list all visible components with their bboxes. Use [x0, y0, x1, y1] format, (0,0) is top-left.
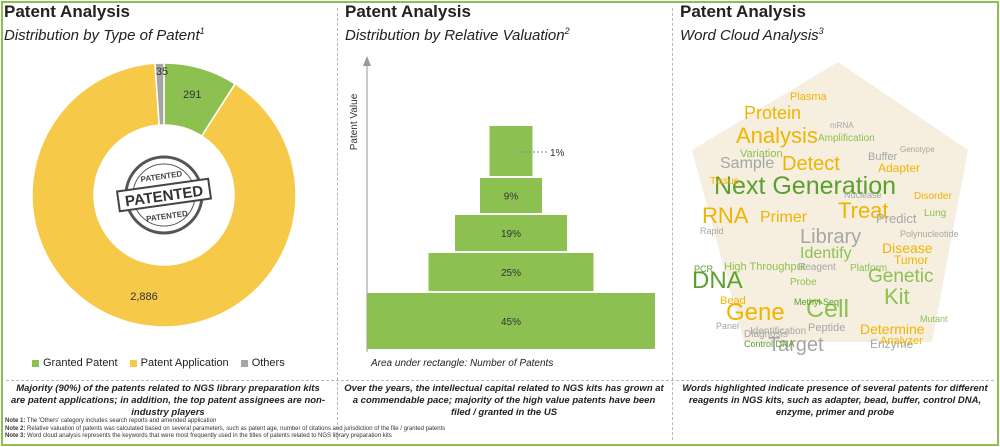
cloud-word: Diagnosis	[744, 329, 788, 340]
cloud-word: High Throughput	[724, 261, 806, 273]
cloud-word: Gene	[726, 299, 785, 326]
cloud-word: Analyzer	[880, 335, 923, 347]
pyramid-bar-label: 9%	[504, 192, 519, 203]
stamp-top-text: PATENTED	[140, 169, 183, 184]
label-application: 2,886	[130, 291, 158, 303]
stamp-bottom-text: PATENTED	[146, 209, 189, 224]
pyramid-bar	[367, 293, 655, 349]
summary-divider	[6, 380, 994, 381]
cloud-word: Bead	[720, 295, 746, 307]
cloud-word: mRNA	[830, 121, 854, 130]
y-axis-label: Patent Value	[349, 93, 360, 150]
cloud-word: DNA	[692, 267, 743, 294]
footnotes: Note 1: The 'Others' category includes s…	[5, 418, 995, 441]
pyramid-bar	[455, 215, 567, 251]
panel-subtitle: Distribution by Type of Patent1	[4, 26, 205, 44]
y-axis-arrow	[363, 56, 371, 66]
cloud-word: PCR	[694, 264, 714, 274]
legend-item-granted: Granted Patent	[32, 357, 118, 369]
pyramid-bar-label: 19%	[501, 229, 521, 240]
cloud-word: Control DNA	[744, 339, 795, 349]
cloud-word: Target	[768, 334, 824, 356]
panel-title: Patent Analysis	[4, 2, 130, 21]
cloud-word: Platform	[850, 263, 887, 274]
panel-subtitle: Distribution by Relative Valuation2	[345, 26, 570, 44]
cloud-word: Identification	[750, 326, 806, 337]
summary-1: Majority (90%) of the patents related to…	[10, 383, 326, 418]
panel-type-of-patent: Patent Analysis Distribution by Type of …	[4, 2, 330, 378]
cloud-word: Rapid	[700, 226, 724, 236]
cloud-word: Reagent	[798, 262, 836, 273]
cloud-word: Tumor	[894, 253, 928, 267]
panel-word-cloud: Patent Analysis Word Cloud Analysis3 Nex…	[680, 2, 995, 378]
pyramid-bar	[428, 253, 594, 291]
cloud-word: Peptide	[808, 322, 845, 334]
cloud-word: Next Generation	[714, 172, 896, 200]
cloud-word: Detect	[782, 153, 840, 175]
note-1: Note 1: The 'Others' category includes s…	[5, 418, 217, 424]
cloud-word: Mutant	[920, 314, 948, 324]
cloud-word: Enzyme	[870, 337, 914, 351]
pyramid-bar-label: 1%	[550, 148, 565, 159]
cloud-word: Protein	[744, 103, 801, 123]
pyramid-bar	[480, 178, 542, 213]
cloud-word: Predict	[876, 211, 917, 226]
pyramid-bar-label: 25%	[501, 268, 521, 279]
cloud-word: Nuclease	[844, 190, 882, 200]
legend-item-others: Others	[240, 357, 285, 369]
donut-legend: Granted Patent Patent Application Others	[32, 357, 285, 369]
area-note: Area under rectangle: Number of Patents	[370, 358, 553, 369]
pyramid-bar	[489, 126, 533, 176]
slice-application	[31, 62, 297, 328]
cloud-word: Identify	[800, 245, 852, 262]
cloud-word: Analysis	[736, 123, 818, 148]
cloud-word: Treat	[838, 198, 889, 223]
cloud-word: Adapter	[878, 161, 920, 175]
cloud-word: Genotype	[900, 145, 935, 154]
panel-title: Patent Analysis	[345, 2, 471, 21]
cloud-word: Lung	[924, 208, 946, 219]
legend-item-application: Patent Application	[129, 357, 229, 369]
cloud-word: Determine	[860, 321, 925, 337]
note-3: Note 3: Word cloud analysis represents t…	[5, 433, 392, 439]
panel-divider-1	[337, 8, 338, 440]
cloud-shape	[692, 62, 968, 342]
cloud-word: RNA	[702, 203, 749, 228]
cloud-word: Methyl Seq	[794, 297, 839, 307]
cloud-word: Library	[800, 226, 861, 248]
cloud-words: Next Generation Library Gene Cell Kit Target T…	[692, 91, 959, 356]
cloud-word: Primer	[760, 209, 808, 226]
panel-divider-2	[672, 8, 673, 440]
word-cloud: Next Generation Library Gene Cell Kit Target T…	[692, 62, 968, 356]
cloud-word: Genetic	[868, 266, 933, 287]
cloud-word: Sample	[720, 155, 774, 172]
cloud-word: Disease	[882, 240, 933, 256]
cloud-word: Cell	[806, 295, 849, 323]
cloud-word: Panel	[716, 321, 739, 331]
note-2: Note 2: Relative valuation of patents wa…	[5, 425, 446, 432]
cloud-word: Kit	[884, 284, 910, 309]
slice-others	[154, 62, 165, 126]
summary-2: Over the years, the intellectual capital…	[344, 383, 664, 418]
cloud-word: Plasma	[790, 91, 828, 103]
cloud-word: Buffer	[868, 151, 897, 163]
summary-3: Words highlighted indicate presence of s…	[682, 383, 988, 418]
panel-subtitle: Word Cloud Analysis3	[680, 26, 824, 44]
cloud-word: Amplification	[818, 133, 875, 144]
cloud-word: Variation	[740, 148, 783, 160]
cloud-word: Probe	[790, 277, 817, 288]
panel-relative-valuation: Patent Analysis Distribution by Relative…	[345, 2, 665, 378]
pyramid-chart: Patent Value 45% 25% 19% 9% 1% Area under rect…	[349, 56, 655, 369]
cloud-word: Polynucleotide	[900, 229, 959, 239]
cloud-word: Tissue	[710, 176, 740, 187]
label-granted: 291	[183, 89, 201, 101]
pyramid-bar-label: 45%	[501, 317, 521, 328]
panel-title: Patent Analysis	[680, 2, 806, 21]
cloud-word: Disorder	[914, 191, 952, 202]
label-others: 35	[156, 66, 168, 78]
